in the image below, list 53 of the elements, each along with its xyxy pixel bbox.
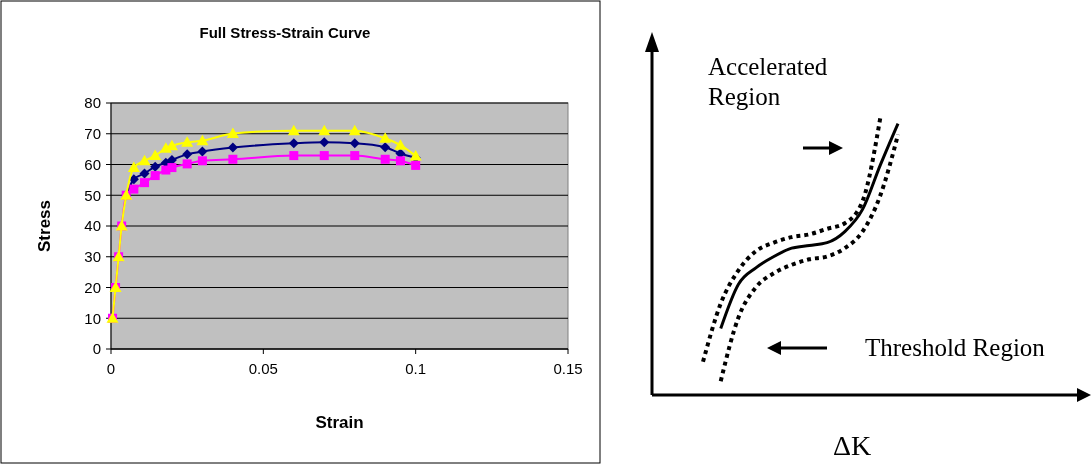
y-tick-label: 0 — [92, 340, 101, 358]
point — [348, 124, 361, 136]
point — [167, 163, 177, 173]
y-tick-label: 10 — [84, 309, 101, 327]
y-tick-label: 80 — [84, 94, 101, 112]
y-tick-label: 60 — [84, 155, 101, 173]
point — [150, 161, 161, 172]
x-axis-title: ΔK — [832, 430, 872, 461]
point — [287, 124, 300, 136]
point — [349, 138, 360, 149]
point — [319, 151, 329, 161]
point — [182, 159, 192, 169]
point — [318, 124, 331, 136]
y-tick-label: 50 — [84, 186, 101, 204]
point — [181, 136, 194, 147]
point — [140, 178, 150, 188]
y-tick-label: 40 — [84, 217, 101, 235]
point — [288, 138, 299, 149]
point — [411, 160, 421, 170]
point — [350, 151, 360, 161]
point — [139, 168, 150, 179]
chart-title: Full Stress-Strain Curve — [199, 24, 371, 41]
x-axis-title: Strain — [315, 413, 364, 432]
point — [127, 161, 140, 173]
point — [226, 127, 239, 138]
x-tick-label: 0 — [106, 360, 116, 377]
y-tick-label: 30 — [84, 248, 101, 265]
y-axis-title: Stress — [35, 200, 54, 252]
x-tick-label: 0.05 — [248, 360, 278, 377]
x-tick-label: 0.1 — [405, 360, 427, 377]
point — [138, 154, 151, 166]
point — [196, 134, 209, 146]
y-tick-label: 70 — [84, 125, 101, 142]
point — [197, 156, 207, 166]
point — [319, 137, 330, 148]
point — [149, 149, 162, 161]
point — [182, 149, 193, 160]
x-tick-label: 0.15 — [553, 360, 583, 377]
text: Accelerated Region — [708, 53, 828, 110]
point — [380, 142, 391, 153]
point — [227, 142, 238, 153]
annotation: Threshold Region — [865, 334, 1046, 361]
point — [395, 156, 405, 166]
point — [394, 139, 407, 150]
point — [289, 151, 299, 161]
point — [129, 184, 139, 194]
point — [166, 154, 177, 165]
y-tick-label: 20 — [84, 278, 101, 296]
point — [228, 154, 238, 164]
point — [379, 132, 392, 143]
point — [150, 171, 160, 181]
point — [380, 154, 390, 164]
point — [197, 146, 208, 157]
